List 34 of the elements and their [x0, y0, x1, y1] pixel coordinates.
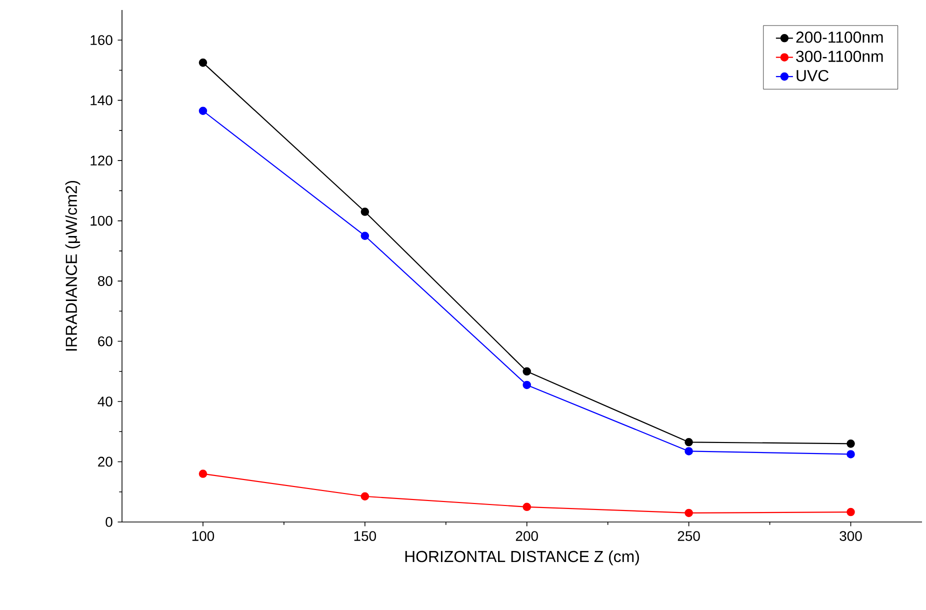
- x-tick-label: 100: [192, 531, 214, 541]
- y-tick-label: 120: [90, 156, 112, 166]
- x-tick-label: 200: [516, 531, 538, 541]
- point: [522, 367, 532, 376]
- x-axis-title: HORIZONTAL DISTANCE Z (cm): [405, 550, 639, 566]
- y-tick-label: 20: [98, 456, 112, 467]
- point: [198, 106, 208, 116]
- x-tick-label: 250: [678, 531, 700, 541]
- point: [360, 232, 370, 240]
- y-tick-label: 100: [90, 216, 112, 226]
- legend-label: 200-1100nm: [796, 32, 883, 43]
- y-tick-label: 160: [90, 35, 112, 46]
- point: [198, 58, 208, 67]
- point: [522, 380, 532, 390]
- y-tick-label: 60: [98, 336, 112, 346]
- point: [198, 470, 208, 478]
- point: [684, 508, 693, 518]
- point: [684, 447, 693, 456]
- y-tick-label: 0: [106, 517, 112, 527]
- point: [684, 438, 693, 446]
- point: [360, 208, 370, 216]
- point: [846, 450, 855, 458]
- y-tick-label: 140: [90, 95, 112, 106]
- point: [846, 440, 855, 448]
- x-tick-label: 150: [354, 531, 376, 541]
- y-axis-title: IRRADIANCE (μW/cm2): [65, 180, 80, 351]
- legend-label: UVC: [796, 70, 829, 82]
- point: [846, 508, 855, 516]
- y-tick-label: 40: [98, 396, 112, 406]
- point: [360, 492, 370, 501]
- y-tick-label: 80: [98, 276, 112, 286]
- x-tick-label: 300: [840, 531, 862, 541]
- legend-label: 300-1100nm: [796, 50, 883, 62]
- point: [522, 502, 532, 512]
